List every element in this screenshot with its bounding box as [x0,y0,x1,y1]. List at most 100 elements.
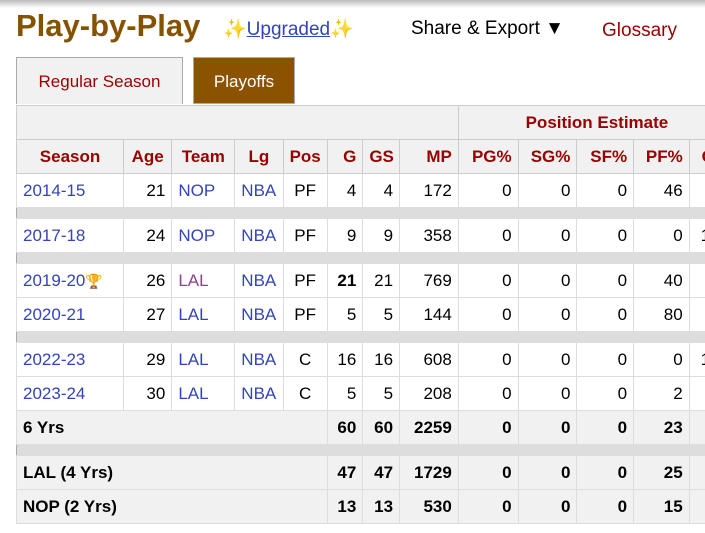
totals-row: LAL (4 Yrs)474717290002575 [16,455,705,490]
totals-cell: 2259 [399,410,459,445]
trophy-icon: 🏆 [85,272,103,289]
season-link[interactable]: 2017-18 [23,225,86,245]
season-link[interactable]: 2014-15 [23,180,86,200]
group-header-position: Position Estimate [457,105,705,140]
tab-playoffs[interactable]: Playoffs [193,57,295,104]
totals-row: NOP (2 Yrs)13135300001585 [16,489,705,524]
column-header[interactable]: Lg [234,139,284,174]
totals-cell: 13 [362,489,401,524]
cell-c-pct: 60 [688,263,705,298]
cell-team: NOP [171,218,236,253]
cell-season: 2022-23 [15,342,125,377]
totals-cell: 25 [633,455,690,490]
totals-cell: 85 [688,489,705,524]
totals-cell: 13 [326,489,364,524]
column-header[interactable]: MP [399,139,459,174]
sparkle-icon: ✨ [223,19,247,40]
cell-pos: PF [282,263,328,298]
cell-team: LAL [171,342,236,377]
totals-label: LAL (4 Yrs) [16,455,328,490]
cell-age: 27 [123,297,173,332]
cell-sg-pct: 0 [517,263,578,298]
column-header[interactable]: SG% [517,139,578,174]
totals-cell: 77 [688,410,705,445]
cell-c-pct: 54 [688,173,705,208]
cell-season: 2017-18 [15,218,125,253]
cell-season: 2020-21 [15,297,125,332]
cell-season: 2019-20🏆 [15,263,125,298]
team-link[interactable]: LAL [178,349,209,369]
cell-mp: 769 [399,263,459,298]
totals-cell: 0 [457,455,519,490]
totals-cell: 0 [576,489,635,524]
cell-age: 29 [123,342,173,377]
spacer-row [16,252,705,264]
league-link[interactable]: NBA [241,225,277,245]
totals-cell: 0 [576,410,635,445]
column-header[interactable]: Team [171,139,236,174]
cell-pos: PF [282,297,328,332]
cell-pos: C [282,376,328,411]
column-header[interactable]: Age [123,139,173,174]
table-row: 2019-20🏆26LALNBAPF21217690004060 [15,263,705,298]
cell-lg: NBA [234,342,284,377]
share-export-menu[interactable]: Share & Export ▼ [411,18,564,39]
cell-g: 21 [326,263,364,298]
totals-cell: 15 [633,489,690,524]
team-link[interactable]: NOP [178,225,216,245]
league-link[interactable]: NBA [241,383,277,403]
upgraded-badge[interactable]: ✨Upgraded✨ [223,17,354,41]
column-header[interactable]: G [326,139,364,174]
cell-age: 26 [123,263,173,298]
totals-label: 6 Yrs [16,410,328,445]
cell-gs: 21 [362,263,401,298]
cell-pos: PF [282,218,328,253]
page-title: Play-by-Play [16,8,201,43]
season-link[interactable]: 2022-23 [23,349,86,369]
league-link[interactable]: NBA [241,180,277,200]
cell-pos: PF [282,173,328,208]
cell-g: 16 [326,342,364,377]
totals-row: 6 Yrs606022590002377 [16,410,705,445]
cell-pg-pct: 0 [457,218,519,253]
team-link[interactable]: LAL [178,383,209,403]
totals-cell: 1729 [399,455,459,490]
season-link[interactable]: 2019-20 [23,270,86,290]
cell-c-pct: 100 [688,218,705,253]
column-header[interactable]: C% [688,139,705,174]
team-link[interactable]: NOP [178,180,216,200]
column-header[interactable]: Season [15,139,125,174]
column-header[interactable]: GS [362,139,401,174]
cell-age: 21 [123,173,173,208]
tab-regular-season[interactable]: Regular Season [16,57,183,104]
table-row: 2022-2329LALNBAC16166080000100 [15,342,705,377]
cell-sg-pct: 0 [517,173,578,208]
totals-cell: 60 [362,410,401,445]
spacer-row [16,444,705,456]
league-link[interactable]: NBA [241,349,277,369]
cell-mp: 144 [399,297,459,332]
column-header[interactable]: PG% [457,139,519,174]
cell-g: 5 [326,297,364,332]
cell-season: 2023-24 [15,376,125,411]
column-header[interactable]: PF% [633,139,690,174]
cell-age: 30 [123,376,173,411]
league-link[interactable]: NBA [241,304,277,324]
team-link[interactable]: LAL [178,304,209,324]
cell-gs: 16 [362,342,401,377]
league-link[interactable]: NBA [241,270,277,290]
totals-cell: 23 [633,410,690,445]
cell-gs: 4 [362,173,401,208]
totals-cell: 0 [517,489,578,524]
cell-lg: NBA [234,376,284,411]
season-link[interactable]: 2023-24 [23,383,86,403]
group-header-blank [16,105,459,140]
team-link[interactable]: LAL [178,270,209,290]
upgraded-link[interactable]: Upgraded [246,19,331,40]
column-header[interactable]: Pos [282,139,328,174]
season-link[interactable]: 2020-21 [23,304,86,324]
column-header[interactable]: SF% [576,139,635,174]
cell-pf-pct: 0 [633,218,690,253]
glossary-link[interactable]: Glossary [602,20,677,41]
cell-g: 4 [326,173,364,208]
